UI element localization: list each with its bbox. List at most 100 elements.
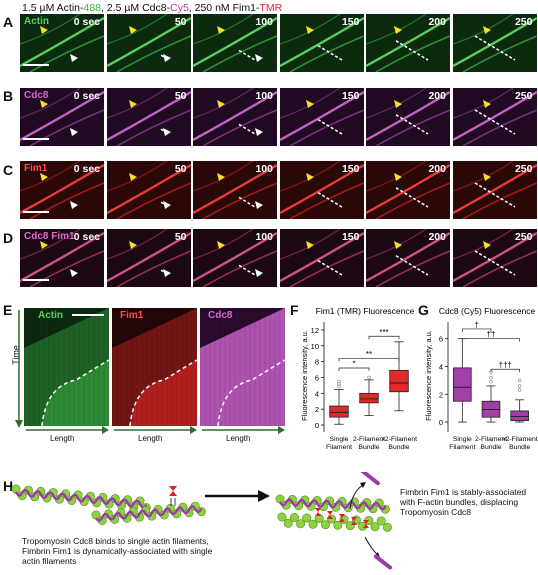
frame-cdc8-0: Cdc8 0 sec [20,88,104,146]
frame-merge-1: 50 [106,229,191,287]
y-tick-label: 4 [315,389,319,398]
time-label: 100 [255,90,273,102]
kymograph-fim1: Fim1 [112,308,197,426]
category-label: Bundle [358,444,379,451]
significance-label: ††† [499,361,512,370]
figure-title: 1.5 µM Actin-488, 2.5 µM Cdc8-Cy5, 250 n… [22,2,283,14]
time-label: 250 [514,231,533,243]
time-label: 50 [174,163,187,175]
outlier-point [337,384,341,388]
row-label-cdc8: Cdc8 [24,90,49,101]
panel-label-g: G [418,302,429,318]
outlier-point [517,384,522,388]
outlier-point [337,379,341,384]
time-label: 200 [428,90,446,102]
kymo-length-arrow [114,426,197,434]
panel-label-f: F [290,302,299,318]
category-label: Single [330,436,349,443]
chart-title: Cdc8 (Cy5) Fluorescence [439,306,536,316]
box-2 [389,341,409,412]
time-label: 200 [428,231,446,243]
box-2 [510,378,529,423]
category-label: Filament [449,444,475,451]
box-iqr [510,410,529,422]
box-0 [329,379,349,425]
y-tick-label: 8 [315,358,319,367]
cdc8-fluorescence-boxplot: Cdc8 (Cy5) Fluorescence 0 2 4 6 Fluorescence … [424,306,538,451]
significance-bracket: † [461,320,492,332]
displaced-cdc8-bottom [373,554,393,570]
fim1-crosslink [339,514,345,522]
box-0 [453,338,472,423]
y-tick-label: 2 [315,405,319,414]
category-label: 2-Filament [475,436,507,443]
significance-label: †† [487,330,496,339]
frame-actin-5: 250 [452,14,537,72]
outlier-point [337,382,341,386]
actin-subunit [283,518,293,528]
frame-fim1-4: 200 [366,161,450,219]
actin-subunit [275,494,285,504]
single-filament-schematic [11,484,206,525]
chart-title: Fim1 (TMR) Fluorescence [316,306,415,316]
significance-bracket: †† [461,330,521,342]
box-iqr [453,367,472,402]
y-tick-label: 6 [439,335,443,344]
significance-label: *** [379,328,388,337]
frame-actin-1: 50 [106,14,191,72]
frame-fim1-0: Fim1 0 sec [20,161,104,219]
scale-bar [23,279,49,281]
fim1-free-icon [169,486,177,506]
panel-label-c: C [3,162,14,178]
time-label: 100 [255,163,273,175]
y-tick-label: 0 [439,418,443,427]
y-tick-label: 12 [311,326,319,335]
outlier-point [517,378,522,383]
actin-subunit [308,519,318,529]
actin-subunit [11,484,21,494]
panel-label-a: A [3,14,14,30]
time-label: 50 [174,16,187,28]
frame-merge-3: 150 [279,229,364,287]
actin-subunit [296,519,306,529]
kymo-length-label: Length [138,434,163,443]
significance-label: * [352,359,355,368]
kymograph-cdc8: Cdc8 [200,308,285,426]
time-label: 0 sec [73,231,100,243]
panel-label-d: D [3,230,14,246]
schematic-left-caption: Tropomyosin Cdc8 binds to single actin f… [22,536,213,566]
category-label: Bundle [509,444,530,451]
scale-bar [23,64,49,66]
actin-filament [275,494,390,514]
actin-subunit [289,512,299,522]
time-label: 150 [341,231,360,243]
frame-cdc8-1: 50 [106,88,191,146]
frame-merge-2: 100 [193,229,277,287]
schematic-diagram [11,472,393,570]
frame-actin-2: 100 [193,14,277,72]
actin-subunit [370,522,380,532]
fim1-crosslink [363,520,369,528]
actin-subunit [382,522,392,532]
y-axis-label: Fluorescence intensity, a.u. [300,330,309,421]
actin-subunit [320,520,330,530]
box-iqr [329,405,349,418]
frame-fim1-3: 150 [279,161,364,219]
outlier-point [489,380,493,384]
actin-subunit [277,512,287,522]
kymo-length-arrow [26,426,109,434]
time-label: 150 [341,16,360,28]
row-fim1: Fim1 0 sec 50 100 150 200 250 [20,161,537,219]
time-label: 250 [514,163,533,175]
y-tick-label: 10 [311,342,319,351]
time-label: 100 [255,231,273,243]
row-label-merge: Cdc8 Fim1 [24,231,75,242]
category-label: 2-Filament [353,436,385,443]
actin-subunit [376,516,386,526]
outlier-point [517,388,522,392]
box-1 [481,370,501,423]
frame-fim1-2: 100 [193,161,277,219]
time-label: 0 sec [73,90,100,102]
frame-fim1-5: 250 [452,161,537,219]
significance-bracket: ††† [490,361,521,373]
